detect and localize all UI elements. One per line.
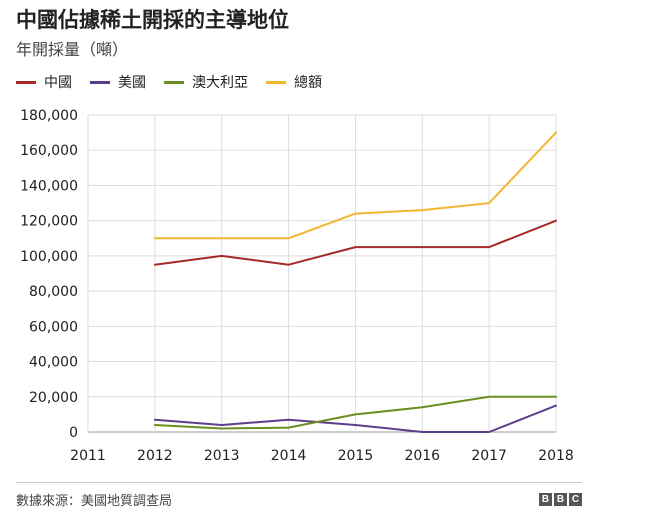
legend-label: 中國 xyxy=(44,75,72,91)
y-tick-label: 160,000 xyxy=(20,143,78,159)
series-line xyxy=(153,395,557,430)
x-tick-label: 2015 xyxy=(338,448,374,464)
y-tick-label: 80,000 xyxy=(29,284,78,300)
legend-swatch xyxy=(16,80,36,84)
legend-swatch xyxy=(164,80,184,84)
x-tick-label: 2013 xyxy=(204,448,240,464)
x-tick-label: 2011 xyxy=(70,448,106,464)
y-tick-label: 60,000 xyxy=(29,319,78,335)
series-line xyxy=(153,219,557,266)
bbc-logo-block: B xyxy=(554,493,567,506)
legend-item: 澳大利亞 xyxy=(164,72,248,92)
y-tick-label: 120,000 xyxy=(20,214,78,230)
x-tick-label: 2017 xyxy=(471,448,507,464)
x-tick-label: 2014 xyxy=(271,448,307,464)
source-note: 數據來源：美國地質調查局 xyxy=(16,494,173,509)
x-tick-label: 2016 xyxy=(404,448,440,464)
y-tick-label: 40,000 xyxy=(29,355,78,371)
line-chart: 0 20,000 40,000 60,000 80,000 100,000 120,000 1… xyxy=(20,108,574,464)
series-line xyxy=(153,404,557,433)
legend-label: 澳大利亞 xyxy=(192,75,248,91)
legend-swatch xyxy=(90,80,110,84)
chart-title: 中國佔據稀土開採的主導地位 xyxy=(16,8,289,32)
legend-label: 美國 xyxy=(118,75,146,91)
chart-subtitle: 年開採量（噸） xyxy=(16,40,129,59)
bbc-logo-block: C xyxy=(569,493,582,506)
legend-label: 總額 xyxy=(294,75,322,91)
legend-item: 總額 xyxy=(266,72,322,92)
chart-legend: 中國 美國 澳大利亞 總額 xyxy=(16,72,340,92)
bbc-logo-block: B xyxy=(539,493,552,506)
y-tick-label: 140,000 xyxy=(20,178,78,194)
legend-item: 美國 xyxy=(90,72,146,92)
series-line xyxy=(153,131,557,240)
legend-swatch xyxy=(266,80,286,84)
y-tick-label: 0 xyxy=(69,425,78,441)
x-tick-label: 2018 xyxy=(538,448,574,464)
y-tick-label: 100,000 xyxy=(20,249,78,265)
footer-divider xyxy=(16,482,582,483)
x-tick-label: 2012 xyxy=(137,448,173,464)
legend-item: 中國 xyxy=(16,72,72,92)
y-tick-label: 20,000 xyxy=(29,390,78,406)
y-tick-label: 180,000 xyxy=(20,108,78,124)
